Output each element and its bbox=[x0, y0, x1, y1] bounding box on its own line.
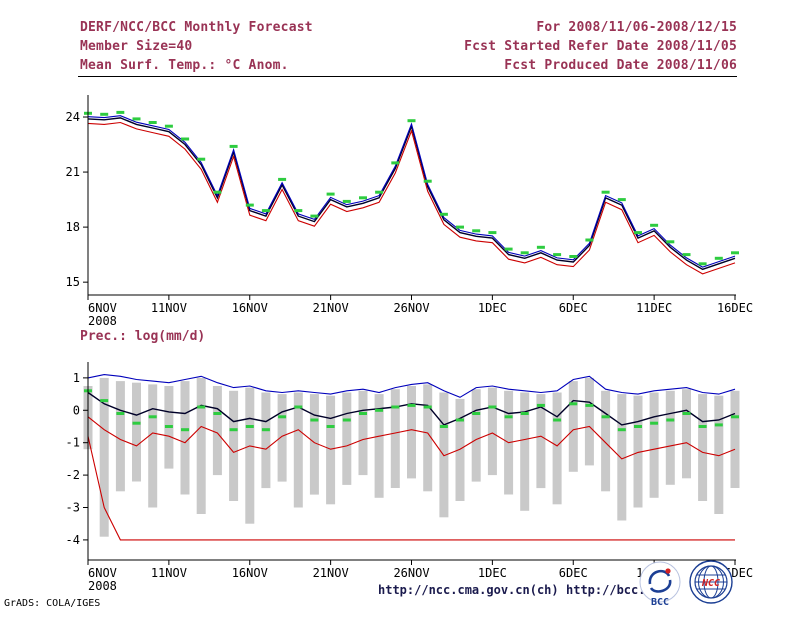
refer-date-label: Fcst Started Refer Date 2008/11/05 bbox=[464, 39, 737, 54]
x-tick-label: 26NOV bbox=[393, 301, 429, 315]
bcc-logo-sun bbox=[665, 568, 671, 574]
bcc-logo: BCC bbox=[639, 561, 681, 608]
ensemble-range-bar bbox=[682, 389, 691, 479]
ensemble-range-bar bbox=[342, 392, 352, 485]
ensemble-range-bar bbox=[132, 382, 141, 482]
ensemble-mean-line bbox=[87, 391, 736, 426]
ensemble-range-bar bbox=[196, 377, 206, 514]
x-tick-label: 11NOV bbox=[151, 566, 187, 580]
x-year-label: 2008 bbox=[88, 314, 117, 328]
ensemble-range-bar bbox=[665, 390, 675, 485]
ensemble-range-bar bbox=[261, 392, 271, 489]
x-tick-label: 6DEC bbox=[559, 566, 588, 580]
y-tick-label: 24 bbox=[66, 110, 80, 124]
ensemble-range-bar bbox=[277, 394, 287, 482]
x-year-label: 2008 bbox=[88, 579, 117, 593]
ncc-logo-text: NCC bbox=[701, 578, 720, 589]
upper-member-line bbox=[87, 115, 736, 268]
y-tick-label: 18 bbox=[66, 220, 80, 234]
ensemble-range-bar bbox=[633, 395, 643, 508]
bcc-logo-text: BCC bbox=[651, 597, 669, 608]
ensemble-range-bar bbox=[407, 386, 416, 479]
ensemble-range-bar bbox=[730, 390, 740, 488]
ensemble-range-bar bbox=[423, 384, 433, 492]
y-tick-label: 21 bbox=[66, 165, 80, 179]
ensemble-range-bar bbox=[552, 392, 562, 505]
lower-envelope-line bbox=[87, 416, 736, 460]
ensemble-range-bar bbox=[293, 392, 303, 508]
x-tick-label: 21NOV bbox=[313, 301, 349, 315]
ensemble-range-bar bbox=[148, 384, 158, 508]
upper-envelope-line bbox=[87, 374, 736, 398]
produced-date-label: Fcst Produced Date 2008/11/06 bbox=[504, 58, 737, 73]
forecast-range-label: For 2008/11/06-2008/12/15 bbox=[536, 20, 737, 35]
ensemble-range-bar bbox=[326, 395, 336, 505]
ensemble-range-bar bbox=[487, 387, 497, 476]
bcc-logo-swirl-bottom bbox=[649, 579, 672, 593]
ensemble-range-bar bbox=[617, 394, 627, 521]
bcc-logo-swirl-top bbox=[648, 569, 671, 585]
y-tick-label: -3 bbox=[66, 501, 80, 515]
lower-member-line bbox=[87, 121, 736, 275]
temp-chart-label: Mean Surf. Temp.: °C Anom. bbox=[80, 58, 289, 73]
plot-title: DERF/NCC/BCC Monthly Forecast bbox=[80, 20, 313, 35]
ensemble-range-bar bbox=[649, 392, 659, 498]
x-tick-label: 16NOV bbox=[232, 566, 268, 580]
y-tick-label: -2 bbox=[66, 468, 80, 482]
ensemble-range-bar bbox=[212, 386, 222, 476]
x-tick-label: 26NOV bbox=[393, 566, 429, 580]
x-tick-label: 16DEC bbox=[717, 301, 753, 315]
ensemble-range-bar bbox=[358, 390, 368, 476]
y-tick-label: 0 bbox=[73, 403, 80, 417]
x-tick-label: 16NOV bbox=[232, 301, 268, 315]
x-tick-label: 1DEC bbox=[478, 301, 507, 315]
ensemble-range-bar bbox=[714, 395, 724, 514]
member-size-label: Member Size=40 bbox=[80, 39, 193, 54]
y-tick-label: -4 bbox=[66, 533, 80, 547]
x-tick-label: 11DEC bbox=[636, 301, 672, 315]
ensemble-range-bar bbox=[245, 387, 255, 524]
ensemble-range-bar bbox=[229, 390, 239, 501]
x-tick-label: 21NOV bbox=[313, 566, 349, 580]
ensemble-range-bar bbox=[390, 389, 400, 488]
ensemble-range-bar bbox=[584, 377, 594, 466]
x-tick-label: 6NOV bbox=[88, 301, 117, 315]
bcc-url: http://bcc.c bbox=[566, 583, 653, 597]
ensemble-range-bar bbox=[520, 392, 530, 511]
ncc-logo: NCC bbox=[689, 560, 733, 604]
x-tick-label: 11NOV bbox=[151, 301, 187, 315]
ensemble-range-bar bbox=[99, 377, 109, 537]
ensemble-range-bar bbox=[455, 398, 465, 501]
ncc-url: http://ncc.cma.gov.cn(ch) bbox=[378, 583, 559, 597]
header-divider bbox=[78, 76, 737, 77]
y-tick-label: 15 bbox=[66, 275, 80, 289]
ensemble-range-bar bbox=[471, 389, 481, 482]
y-tick-label: -1 bbox=[66, 436, 80, 450]
ensemble-mean-line bbox=[87, 117, 736, 271]
ensemble-range-bar bbox=[698, 394, 708, 501]
y-tick-label: 1 bbox=[73, 371, 80, 385]
x-tick-label: 6DEC bbox=[559, 301, 588, 315]
ensemble-range-bar bbox=[568, 381, 578, 472]
floor-red-line-line bbox=[87, 436, 735, 541]
bcc-logo-ring bbox=[639, 561, 681, 603]
ensemble-range-bar bbox=[309, 394, 319, 495]
ensemble-range-bar bbox=[536, 394, 546, 489]
precip-chart-label: Prec.: log(mm/d) bbox=[80, 329, 206, 344]
x-tick-label: 1DEC bbox=[478, 566, 507, 580]
ensemble-range-bar bbox=[601, 390, 611, 492]
x-tick-label: 6NOV bbox=[88, 566, 117, 580]
grads-credit: GrADS: COLA/IGES bbox=[4, 598, 101, 609]
ensemble-range-bar bbox=[115, 381, 125, 492]
ensemble-range-bar bbox=[180, 381, 190, 495]
ensemble-range-bar bbox=[374, 394, 384, 498]
